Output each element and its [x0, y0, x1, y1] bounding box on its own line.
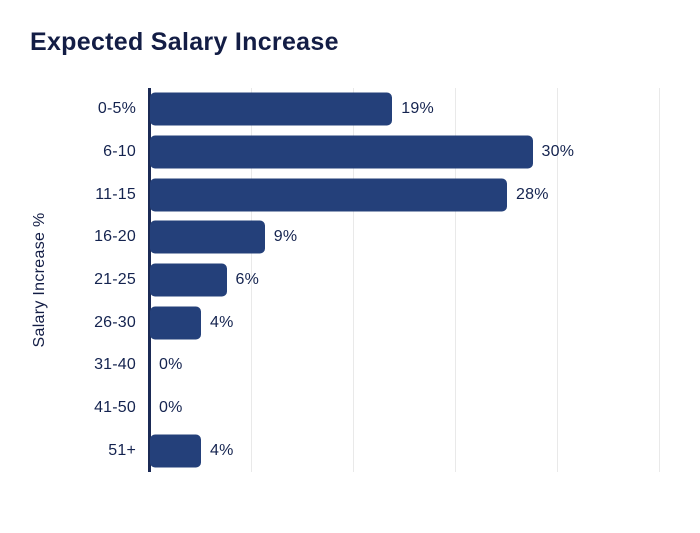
gridline — [353, 88, 354, 472]
category-label: 21-25 — [94, 270, 136, 288]
bar-row: 0-5% 19% — [98, 88, 660, 131]
category-label: 31-40 — [94, 356, 136, 374]
category-label: 41-50 — [94, 398, 136, 416]
bar-row: 41-50 0% — [94, 387, 660, 430]
bar — [150, 306, 201, 340]
bar-row: 21-25 6% — [94, 259, 660, 302]
y-axis-label: Salary Increase % — [31, 212, 48, 348]
value-label: 19% — [401, 100, 434, 118]
bar — [150, 434, 201, 468]
bar-row: 6-10 30% — [103, 131, 660, 174]
category-label: 16-20 — [94, 228, 136, 246]
category-label: 6-10 — [103, 142, 136, 160]
gridline — [557, 88, 558, 472]
gridline — [251, 88, 252, 472]
category-label: 26-30 — [94, 313, 136, 331]
bar-row: 26-30 4% — [94, 301, 660, 344]
bar — [150, 263, 227, 297]
bar-row: 16-20 9% — [94, 216, 660, 259]
chart-title: Expected Salary Increase — [30, 28, 339, 56]
value-label: 6% — [235, 270, 260, 288]
bar-row: 31-40 0% — [94, 344, 660, 387]
y-axis-line — [148, 88, 151, 472]
bar-row: 11-15 28% — [95, 173, 660, 216]
gridline — [659, 88, 660, 472]
value-label: 30% — [541, 142, 575, 160]
value-label: 0% — [159, 356, 183, 374]
bar — [150, 135, 533, 169]
value-label: 9% — [273, 228, 298, 246]
category-label: 0-5% — [97, 100, 136, 118]
bar — [150, 220, 265, 254]
gridline — [455, 88, 456, 472]
bar — [150, 92, 393, 126]
value-label: 4% — [210, 441, 234, 459]
category-label: 51+ — [108, 441, 136, 459]
category-label: 11-15 — [95, 185, 136, 203]
value-label: 28% — [516, 185, 549, 203]
bar-rows: 0-5% 19% 6-10 30% 11-15 28% 16-20 9% 21-25 6% 26-3… — [94, 88, 660, 472]
value-label: 4% — [210, 313, 234, 331]
value-label: 0% — [159, 398, 183, 416]
plot-area: 0-5% 19% 6-10 30% 11-15 28% 16-20 9% 21-25 6% 26-3… — [94, 88, 660, 472]
bar — [150, 178, 507, 212]
bar-row: 51+ 4% — [108, 429, 660, 472]
